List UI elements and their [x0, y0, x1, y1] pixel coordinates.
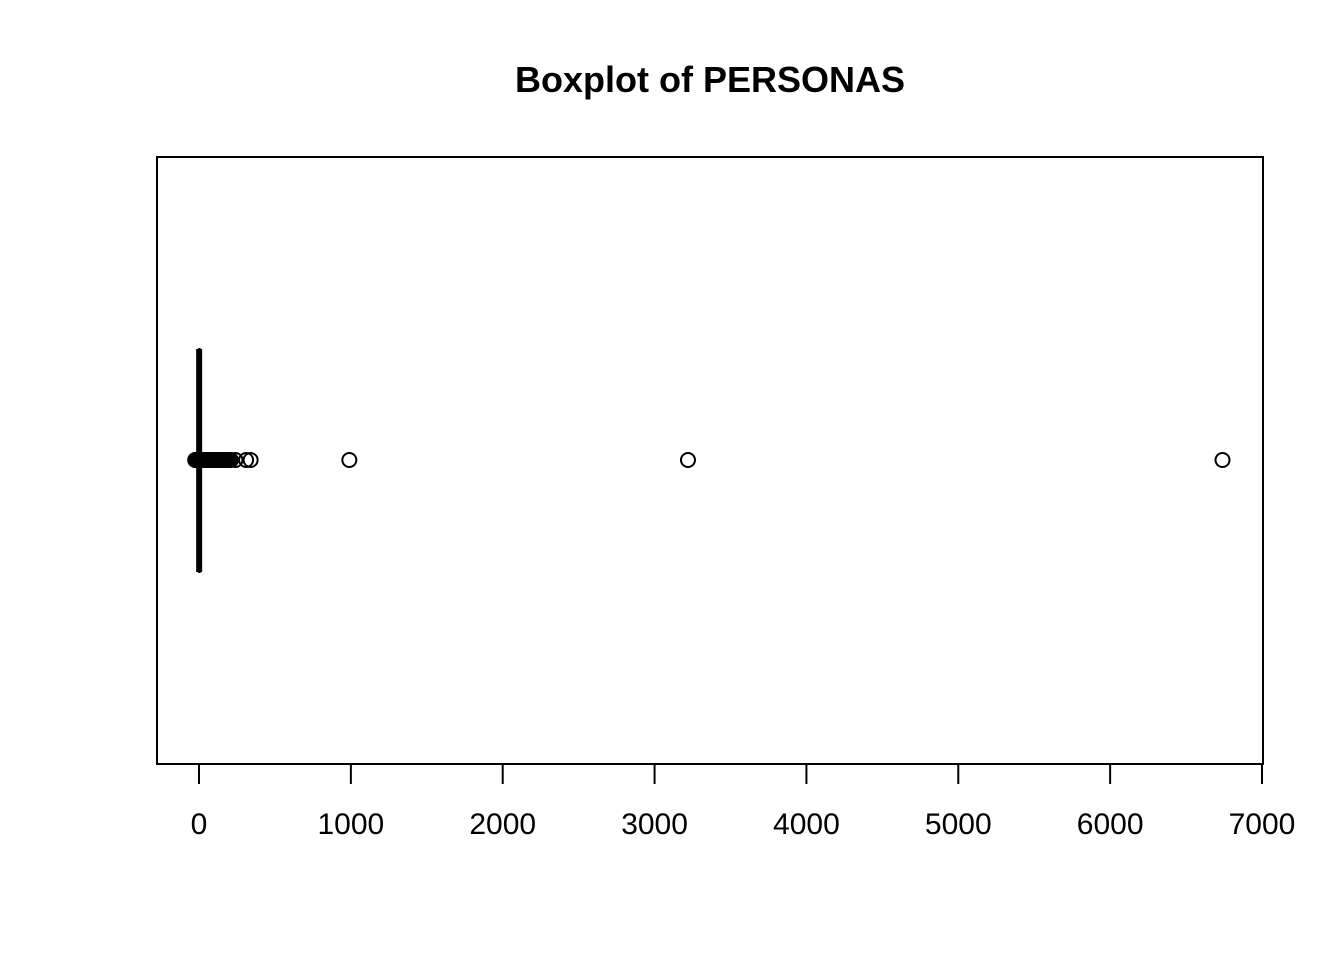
chart-title: Boxplot of PERSONAS — [515, 59, 905, 100]
x-tick-label: 5000 — [925, 808, 992, 841]
x-tick-label: 0 — [191, 808, 208, 841]
x-tick-label: 6000 — [1077, 808, 1144, 841]
outlier-point — [679, 452, 696, 468]
outlier-point — [242, 452, 259, 468]
outlier-group — [187, 452, 1231, 468]
x-tick-label: 2000 — [469, 808, 536, 841]
x-tick-label: 1000 — [317, 808, 384, 841]
outlier-point — [222, 452, 239, 468]
x-tick-label: 7000 — [1229, 808, 1296, 841]
outlier-point — [238, 452, 255, 468]
x-tick-label: 4000 — [773, 808, 840, 841]
plot-frame — [156, 156, 1264, 765]
x-tick-label: 3000 — [621, 808, 688, 841]
x-axis: 0 1000 2000 3000 4000 5000 6000 7000 — [191, 763, 1296, 841]
outlier-point — [341, 452, 358, 468]
outlier-point — [1214, 452, 1231, 468]
outlier-point — [227, 452, 244, 468]
